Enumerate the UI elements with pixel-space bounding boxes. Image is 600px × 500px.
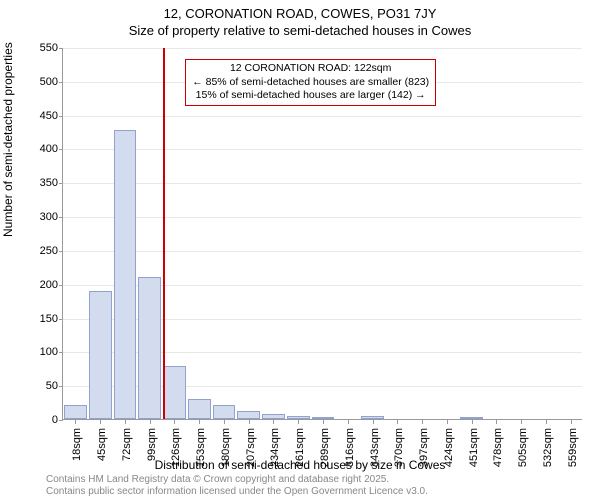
histogram-bar xyxy=(138,277,161,419)
histogram-bar xyxy=(188,399,211,419)
histogram-bar xyxy=(213,405,236,419)
x-tick-mark xyxy=(496,420,497,424)
x-axis-label: Distribution of semi-detached houses by … xyxy=(0,458,600,472)
histogram-bar xyxy=(64,405,87,419)
histogram-bar xyxy=(312,417,335,419)
y-tick-mark xyxy=(59,82,63,83)
histogram-bar xyxy=(89,291,112,420)
x-tick-mark xyxy=(397,420,398,424)
y-tick-label: 500 xyxy=(40,76,58,88)
footer-line-1: Contains HM Land Registry data © Crown c… xyxy=(46,474,428,486)
y-tick-label: 150 xyxy=(40,313,58,325)
x-tick-mark xyxy=(174,420,175,424)
y-tick-label: 300 xyxy=(40,211,58,223)
chart-container: 12, CORONATION ROAD, COWES, PO31 7JY Siz… xyxy=(0,0,600,500)
y-tick-label: 550 xyxy=(40,42,58,54)
histogram-bar xyxy=(237,411,260,419)
y-tick-label: 100 xyxy=(40,346,58,358)
y-tick-mark xyxy=(59,386,63,387)
grid-line xyxy=(63,183,582,184)
x-tick-mark xyxy=(571,420,572,424)
reference-vline xyxy=(163,48,165,419)
histogram-bar xyxy=(460,417,483,419)
y-tick-mark xyxy=(59,285,63,286)
x-tick-mark xyxy=(323,420,324,424)
annotation-line: 12 CORONATION ROAD: 122sqm xyxy=(192,62,429,76)
y-tick-label: 0 xyxy=(52,414,58,426)
histogram-bar xyxy=(262,414,285,419)
x-tick-mark xyxy=(199,420,200,424)
y-tick-mark xyxy=(59,48,63,49)
grid-line xyxy=(63,251,582,252)
y-tick-mark xyxy=(59,183,63,184)
chart-title-main: 12, CORONATION ROAD, COWES, PO31 7JY xyxy=(0,0,600,21)
y-tick-label: 250 xyxy=(40,245,58,257)
y-tick-label: 450 xyxy=(40,110,58,122)
y-tick-label: 400 xyxy=(40,143,58,155)
x-tick-mark xyxy=(472,420,473,424)
y-tick-label: 200 xyxy=(40,279,58,291)
y-tick-mark xyxy=(59,116,63,117)
x-tick-mark xyxy=(150,420,151,424)
histogram-bar xyxy=(114,130,137,419)
grid-line xyxy=(63,217,582,218)
grid-line xyxy=(63,149,582,150)
annotation-line: ← 85% of semi-detached houses are smalle… xyxy=(192,76,429,90)
plot-area: 18sqm45sqm72sqm99sqm126sqm153sqm180sqm20… xyxy=(62,48,582,420)
x-tick-mark xyxy=(75,420,76,424)
x-tick-mark xyxy=(373,420,374,424)
x-tick-mark xyxy=(422,420,423,424)
annotation-box: 12 CORONATION ROAD: 122sqm← 85% of semi-… xyxy=(185,59,436,106)
y-tick-mark xyxy=(59,149,63,150)
y-tick-mark xyxy=(59,352,63,353)
histogram-bar xyxy=(361,416,384,419)
x-tick-mark xyxy=(100,420,101,424)
x-tick-mark xyxy=(298,420,299,424)
x-tick-mark xyxy=(447,420,448,424)
x-tick-mark xyxy=(125,420,126,424)
x-tick-mark xyxy=(521,420,522,424)
x-tick-mark xyxy=(273,420,274,424)
x-tick-mark xyxy=(348,420,349,424)
y-tick-label: 50 xyxy=(46,380,58,392)
x-tick-mark xyxy=(224,420,225,424)
footer-line-2: Contains public sector information licen… xyxy=(46,486,428,498)
y-tick-mark xyxy=(59,217,63,218)
histogram-bar xyxy=(163,366,186,419)
y-axis-label: Number of semi-detached properties xyxy=(1,42,15,237)
footer-attribution: Contains HM Land Registry data © Crown c… xyxy=(46,474,428,498)
histogram-bar xyxy=(287,416,310,419)
grid-line xyxy=(63,116,582,117)
chart-title-sub: Size of property relative to semi-detach… xyxy=(0,21,600,38)
x-tick-mark xyxy=(546,420,547,424)
annotation-line: 15% of semi-detached houses are larger (… xyxy=(192,89,429,103)
y-tick-mark xyxy=(59,420,63,421)
y-tick-mark xyxy=(59,319,63,320)
grid-line xyxy=(63,48,582,49)
y-tick-mark xyxy=(59,251,63,252)
y-tick-label: 350 xyxy=(40,177,58,189)
x-tick-mark xyxy=(249,420,250,424)
